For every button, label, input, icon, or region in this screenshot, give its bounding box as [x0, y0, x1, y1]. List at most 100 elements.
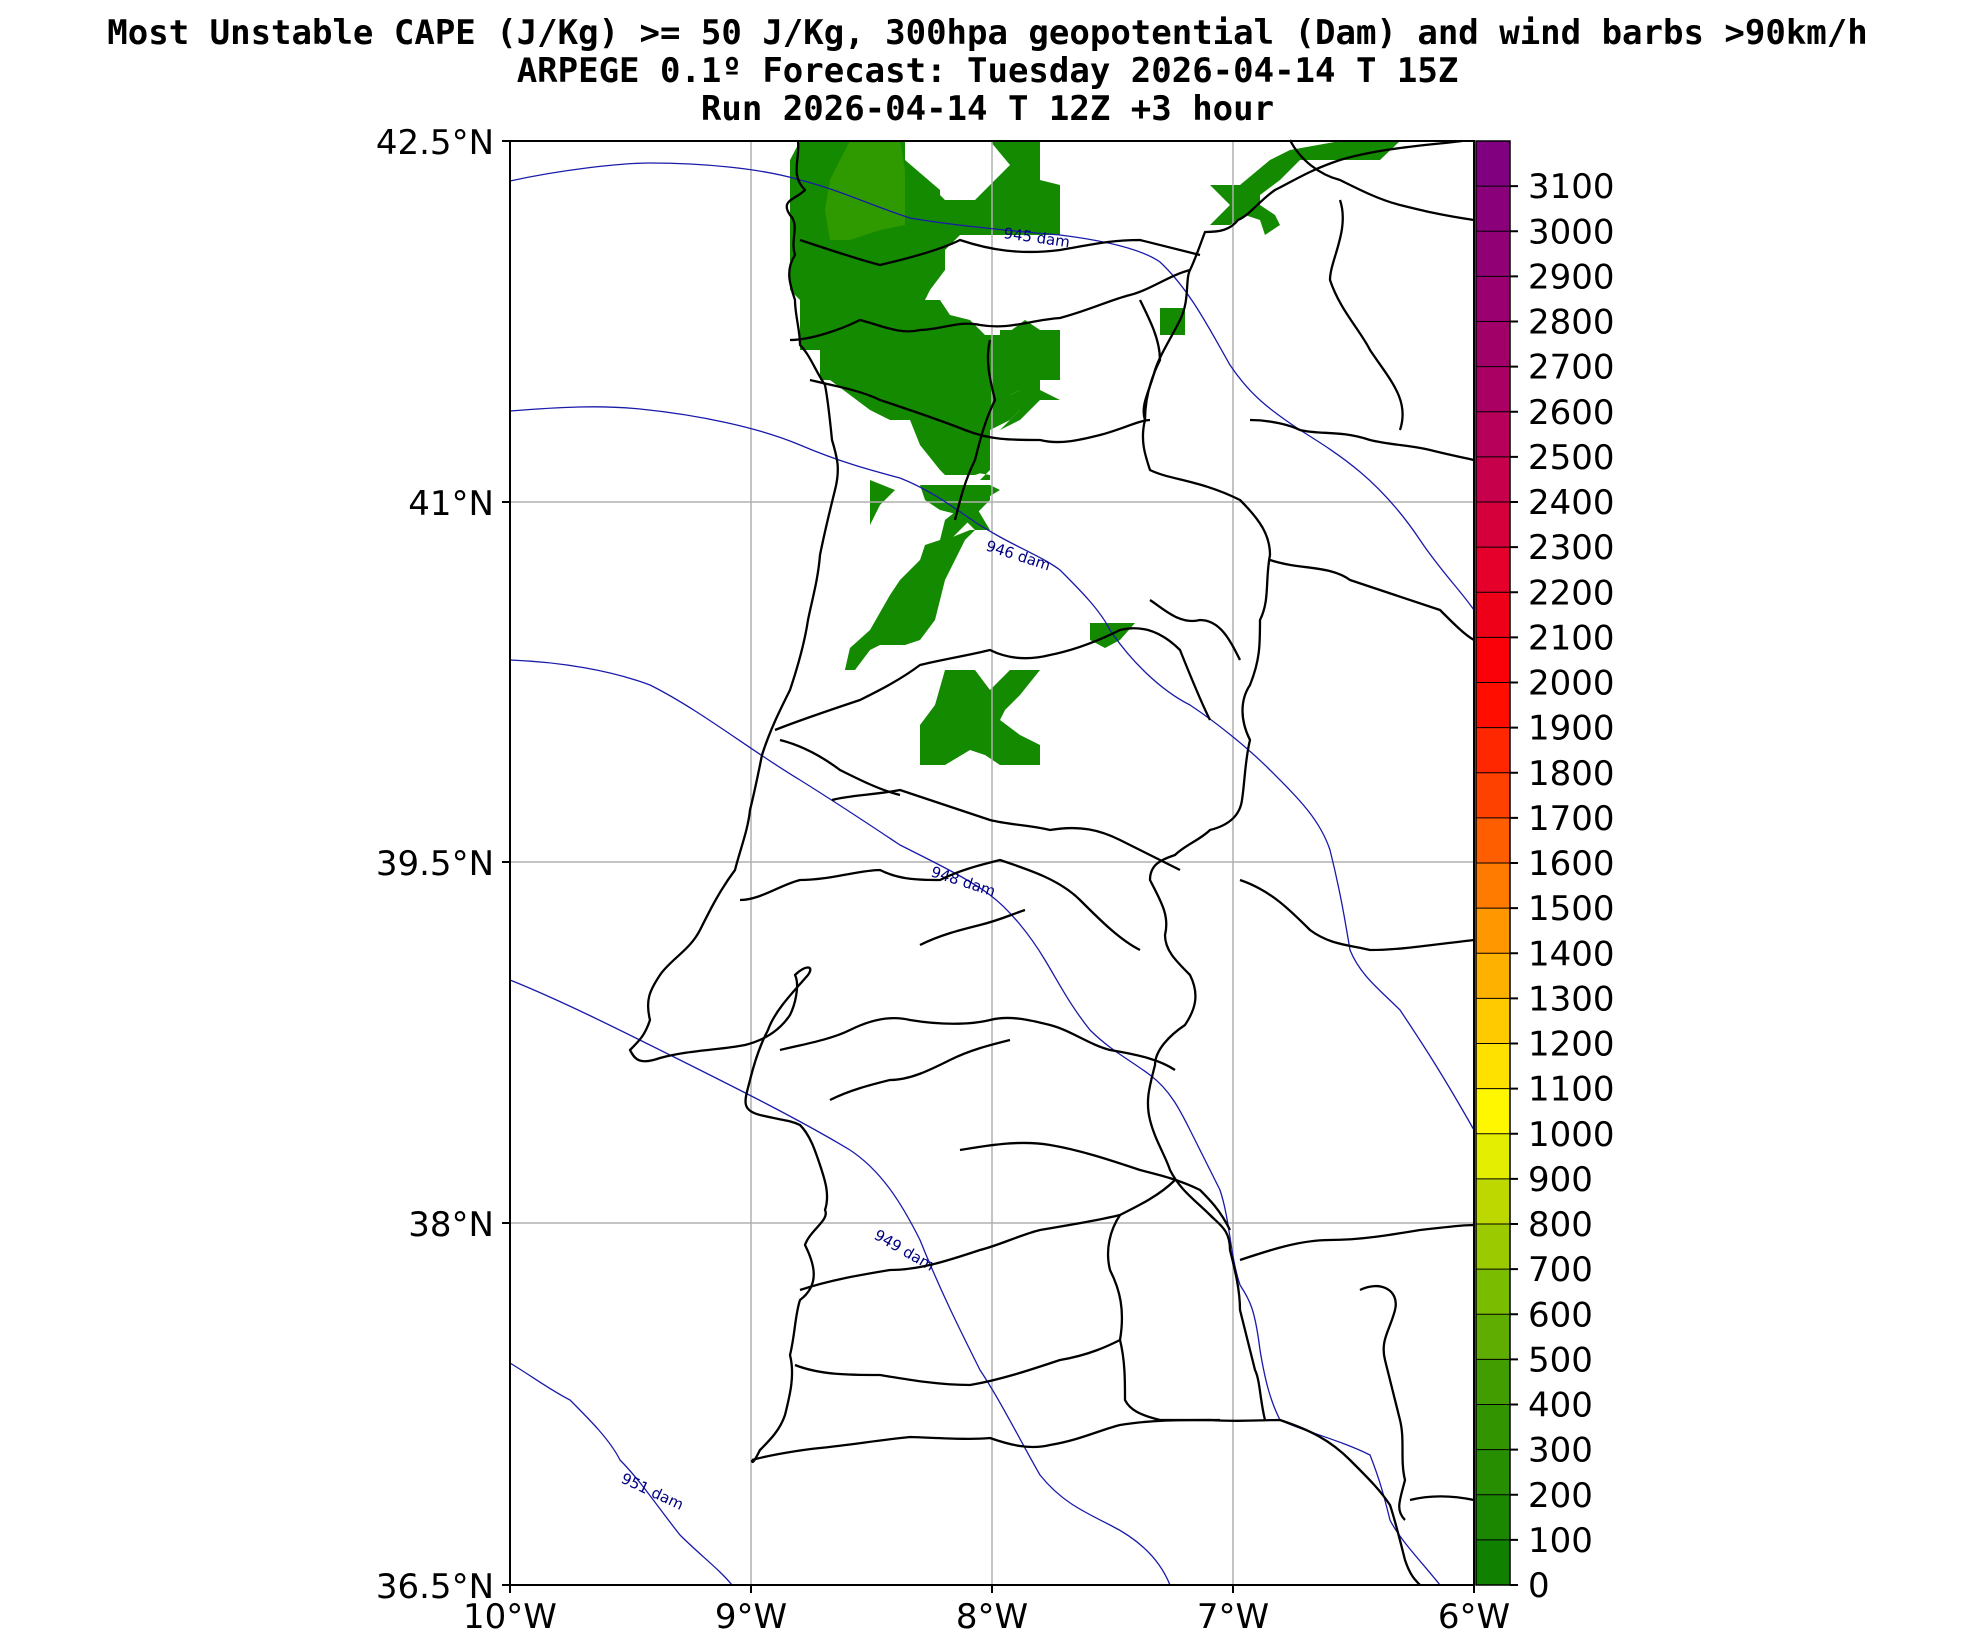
colorbar-segment: [1476, 502, 1510, 548]
border-internal-10: [739, 858, 1141, 952]
colorbar: 0 100 200 300 400 500 600 700 800 900 1000 1100 1200…: [1475, 140, 1615, 1606]
border-internal-21: [1409, 1495, 1475, 1502]
colorbar-label: 100: [1528, 1521, 1593, 1561]
colorbar-label: 1200: [1528, 1025, 1615, 1065]
colorbar-label: 1700: [1528, 799, 1615, 839]
colorbar-segment: [1476, 863, 1510, 909]
colorbar-label: 2400: [1528, 483, 1615, 523]
colorbar-label: 2100: [1528, 618, 1615, 658]
colorbar-label: 2700: [1528, 348, 1615, 388]
coastline: [628, 140, 839, 1464]
colorbar-segment: [1476, 817, 1510, 864]
border-internal-7: [1269, 558, 1475, 642]
lat-label-42-5: 42.5°N: [376, 123, 494, 163]
border-internal-11: [1239, 878, 1475, 952]
colorbar-label: 2900: [1528, 257, 1615, 297]
border-internal-12: [779, 1016, 1176, 1071]
colorbar-segment: [1476, 231, 1510, 277]
border-internal-1: [799, 238, 1201, 267]
colorbar-label: 300: [1528, 1431, 1593, 1471]
geopotential-contours: [509, 162, 1475, 1586]
title-line-2: ARPEGE 0.1º Forecast: Tuesday 2026-04-14…: [516, 51, 1459, 91]
colorbar-label: 1300: [1528, 979, 1615, 1019]
colorbar-label: 700: [1528, 1250, 1593, 1290]
colorbar-segment: [1476, 321, 1510, 368]
border-internal-26: [919, 908, 1026, 947]
border-internal-19: [1118, 1339, 1220, 1422]
border-internal-15: [799, 1179, 1176, 1292]
lat-label-41: 41°N: [408, 484, 494, 524]
colorbar-segment: [1476, 1224, 1510, 1270]
colorbar-segment: [1476, 1133, 1510, 1180]
lat-label-39-5: 39.5°N: [376, 844, 494, 884]
colorbar-label: 1000: [1528, 1115, 1615, 1155]
lon-label-6w: 6°W: [1438, 1597, 1510, 1637]
title-line-3: Run 2026-04-14 T 12Z +3 hour: [700, 89, 1275, 129]
cape-block-3: [830, 345, 1010, 475]
border-internal-13: [829, 1038, 1011, 1102]
colorbar-segment: [1476, 908, 1510, 954]
colorbar-label: 2600: [1528, 393, 1615, 433]
colorbar-segment: [1476, 637, 1510, 683]
border-internal-25: [779, 738, 901, 797]
colorbar-label: 2800: [1528, 303, 1615, 343]
colorbar-label: 2200: [1528, 573, 1615, 613]
colorbar-segment: [1476, 276, 1510, 322]
colorbar-label: 600: [1528, 1295, 1593, 1335]
lon-label-7w: 7°W: [1197, 1597, 1269, 1637]
chart-title: Most Unstable CAPE (J/Kg) >= 50 J/Kg, 30…: [0, 14, 1975, 128]
cape-block-8: [1160, 308, 1185, 335]
colorbar-segment: [1476, 1314, 1510, 1360]
border-internal-4: [1249, 418, 1475, 462]
colorbar-label: 400: [1528, 1386, 1593, 1426]
colorbar-segment: [1476, 411, 1510, 458]
cape-block-4: [990, 395, 1030, 430]
colorbar-segment: [1476, 186, 1510, 232]
coastline-south: [751, 1418, 1421, 1586]
border-internal-18: [1106, 1214, 1124, 1341]
border-internal-16: [1239, 1223, 1475, 1262]
border-internal-24: [1138, 299, 1162, 421]
colorbar-segment: [1476, 1404, 1510, 1451]
colorbar-segment: [1476, 1359, 1510, 1405]
colorbar-label: 2500: [1528, 438, 1615, 478]
cape-block-7: [1210, 141, 1400, 235]
cape-patch-light: [825, 141, 905, 240]
colorbar-segment: [1476, 1449, 1510, 1496]
colorbar-label: 800: [1528, 1205, 1593, 1245]
lon-label-9w: 9°W: [715, 1597, 787, 1637]
lon-label-10w: 10°W: [463, 1597, 557, 1637]
lat-label-38: 38°N: [408, 1205, 494, 1245]
border-internal-23: [953, 339, 997, 521]
border-internal-22: [1149, 599, 1242, 661]
cape-block-6: [845, 485, 1000, 670]
colorbar-label: 1900: [1528, 709, 1615, 749]
colorbar-segment: [1476, 682, 1510, 729]
border-internal-3: [809, 378, 1151, 444]
colorbar-label: 200: [1528, 1476, 1593, 1516]
title-line-1: Most Unstable CAPE (J/Kg) >= 50 J/Kg, 30…: [107, 13, 1868, 53]
colorbar-label: 3100: [1528, 167, 1615, 207]
colorbar-label: 0: [1528, 1566, 1550, 1606]
border-internal-14: [959, 1141, 1232, 1231]
colorbar-segment: [1476, 456, 1510, 503]
cape-block-10: [920, 670, 1040, 765]
colorbar-label: 3000: [1528, 212, 1615, 252]
colorbar-segment: [1476, 1494, 1510, 1541]
colorbar-segment: [1476, 366, 1510, 413]
colorbar-frame: [1475, 140, 1511, 1586]
colorbar-segment: [1476, 727, 1510, 774]
border-internal-20: [1359, 1285, 1407, 1521]
axis-ticks: [502, 140, 1475, 1593]
colorbar-label: 900: [1528, 1160, 1593, 1200]
colorbar-segment: [1476, 1178, 1510, 1225]
colorbar-label: 2000: [1528, 664, 1615, 704]
colorbar-segments: [1476, 141, 1510, 1586]
colorbar-segment: [1476, 1539, 1510, 1586]
border-spain: [1141, 139, 1463, 1421]
border-internal-9: [831, 788, 1181, 872]
cape-block-2: [1000, 330, 1060, 380]
map-area: 945 dam 946 dam 948 dam 949 dam 951 dam: [509, 139, 1475, 1586]
colorbar-ticks: 0 100 200 300 400 500 600 700 800 900 1000 1100 1200…: [1476, 167, 1615, 1606]
boundaries: [628, 139, 1475, 1586]
